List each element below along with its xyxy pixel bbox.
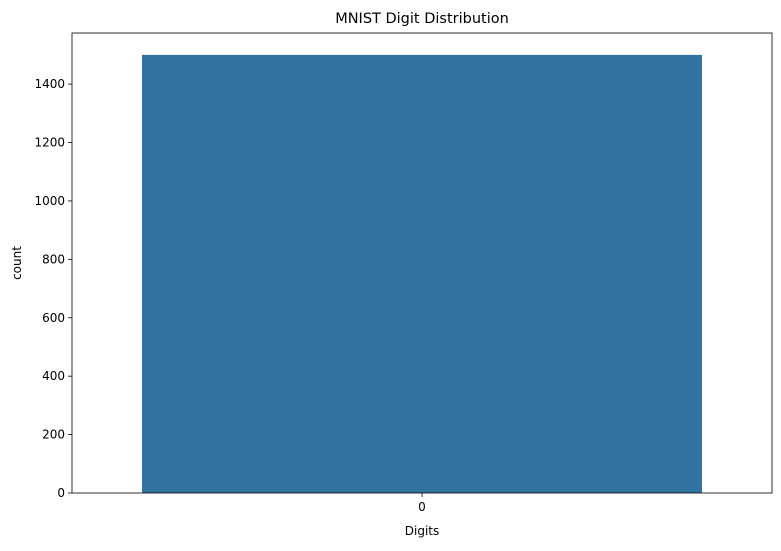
x-tick-label: 0: [418, 500, 426, 514]
y-tick-label: 200: [42, 428, 65, 442]
y-tick-label: 800: [42, 252, 65, 266]
y-axis-label: count: [10, 246, 24, 280]
chart-title: MNIST Digit Distribution: [335, 11, 509, 27]
y-tick-label: 1200: [34, 136, 65, 150]
bar-0: [142, 54, 702, 494]
y-tick-label: 400: [42, 369, 65, 383]
y-tick-label: 600: [42, 311, 65, 325]
axes-frame: [71, 32, 773, 494]
x-axis-label: Digits: [405, 524, 439, 538]
y-tick-label: 0: [57, 486, 65, 500]
y-tick-label: 1000: [34, 194, 65, 208]
y-tick-label: 1400: [34, 77, 65, 91]
plot-area: 0 0 200 400 600 800 1000 1200 1400: [34, 32, 773, 514]
